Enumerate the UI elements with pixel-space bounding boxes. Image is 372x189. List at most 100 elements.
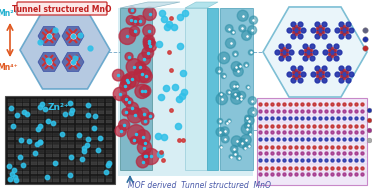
Bar — [76, 125, 81, 128]
Bar — [31, 99, 36, 102]
Bar — [98, 133, 104, 136]
Bar — [98, 102, 104, 105]
Bar — [90, 179, 96, 182]
Bar — [83, 133, 89, 136]
Bar — [106, 111, 112, 114]
Bar — [68, 108, 74, 111]
Circle shape — [217, 119, 223, 124]
Circle shape — [237, 64, 242, 68]
Bar — [83, 119, 89, 122]
Bar — [53, 116, 59, 119]
Circle shape — [248, 26, 257, 35]
Bar — [23, 102, 29, 105]
Bar — [61, 170, 67, 174]
Circle shape — [115, 125, 126, 136]
Bar — [38, 179, 44, 182]
Circle shape — [112, 69, 124, 81]
Bar — [76, 145, 81, 148]
Bar — [53, 111, 59, 114]
Bar — [38, 176, 44, 178]
Bar — [38, 125, 44, 128]
Bar — [38, 142, 44, 145]
Bar — [38, 102, 44, 105]
Circle shape — [135, 62, 146, 73]
Circle shape — [230, 145, 238, 153]
Bar — [106, 170, 112, 174]
Bar — [90, 102, 96, 105]
Bar — [16, 116, 22, 119]
Bar — [90, 116, 96, 119]
Bar — [68, 119, 74, 122]
Bar — [83, 167, 89, 170]
Bar — [45, 125, 51, 128]
Bar — [98, 142, 104, 145]
Circle shape — [232, 51, 238, 57]
Polygon shape — [263, 7, 367, 97]
Bar — [53, 133, 59, 136]
Circle shape — [242, 31, 251, 40]
Bar — [106, 136, 112, 139]
Circle shape — [134, 66, 151, 82]
Circle shape — [143, 37, 155, 49]
Circle shape — [126, 59, 142, 75]
Bar — [8, 111, 14, 114]
Bar — [76, 119, 81, 122]
Bar — [68, 128, 74, 131]
Circle shape — [121, 74, 136, 89]
Bar — [23, 142, 29, 145]
Bar — [53, 162, 59, 165]
Bar — [45, 153, 51, 156]
Circle shape — [143, 148, 159, 165]
Circle shape — [235, 84, 239, 88]
Circle shape — [244, 122, 251, 129]
Bar — [23, 159, 29, 161]
Bar — [68, 133, 74, 136]
Bar — [61, 142, 67, 145]
Circle shape — [119, 119, 130, 130]
Bar — [90, 133, 96, 136]
Polygon shape — [62, 26, 84, 46]
Bar — [16, 145, 22, 148]
Bar — [90, 170, 96, 174]
Circle shape — [230, 81, 239, 90]
Bar — [61, 108, 67, 111]
Circle shape — [227, 119, 231, 123]
Bar — [16, 142, 22, 145]
Bar — [106, 179, 112, 182]
Bar — [68, 136, 74, 139]
Circle shape — [231, 92, 243, 104]
Bar — [76, 153, 81, 156]
Bar — [16, 150, 22, 153]
Text: Tunnel structured MnO: Tunnel structured MnO — [12, 5, 112, 13]
Bar — [68, 159, 74, 161]
Bar — [61, 111, 67, 114]
Bar — [38, 128, 44, 131]
Bar — [61, 159, 67, 161]
Bar — [38, 153, 44, 156]
Bar — [16, 119, 22, 122]
Bar — [61, 150, 67, 153]
Bar — [31, 145, 36, 148]
Bar — [8, 162, 14, 165]
Bar — [23, 167, 29, 170]
Circle shape — [237, 91, 246, 100]
Circle shape — [248, 132, 252, 135]
Bar — [53, 167, 59, 170]
Bar — [31, 136, 36, 139]
Bar — [23, 170, 29, 174]
Bar — [76, 133, 81, 136]
Bar — [76, 162, 81, 165]
Text: Mn²⁺: Mn²⁺ — [0, 9, 18, 19]
Bar — [68, 102, 74, 105]
Circle shape — [126, 102, 139, 115]
Bar — [53, 128, 59, 131]
Bar — [220, 8, 253, 170]
Bar — [16, 167, 22, 170]
Text: Mn⁴⁺: Mn⁴⁺ — [0, 64, 18, 73]
Circle shape — [142, 47, 154, 59]
Circle shape — [124, 98, 133, 106]
Bar — [45, 111, 51, 114]
Bar — [68, 162, 74, 165]
Bar — [90, 159, 96, 161]
Circle shape — [241, 135, 251, 145]
